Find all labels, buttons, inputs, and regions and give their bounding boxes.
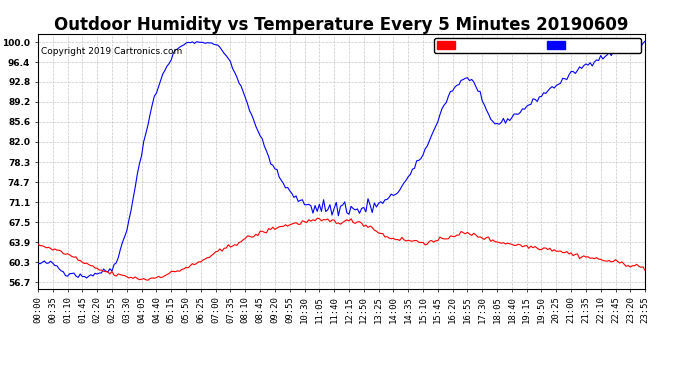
Text: Copyright 2019 Cartronics.com: Copyright 2019 Cartronics.com <box>41 46 182 56</box>
Legend: Temperature (°F), Humidity  (%): Temperature (°F), Humidity (%) <box>434 38 640 53</box>
Title: Outdoor Humidity vs Temperature Every 5 Minutes 20190609: Outdoor Humidity vs Temperature Every 5 … <box>55 16 629 34</box>
